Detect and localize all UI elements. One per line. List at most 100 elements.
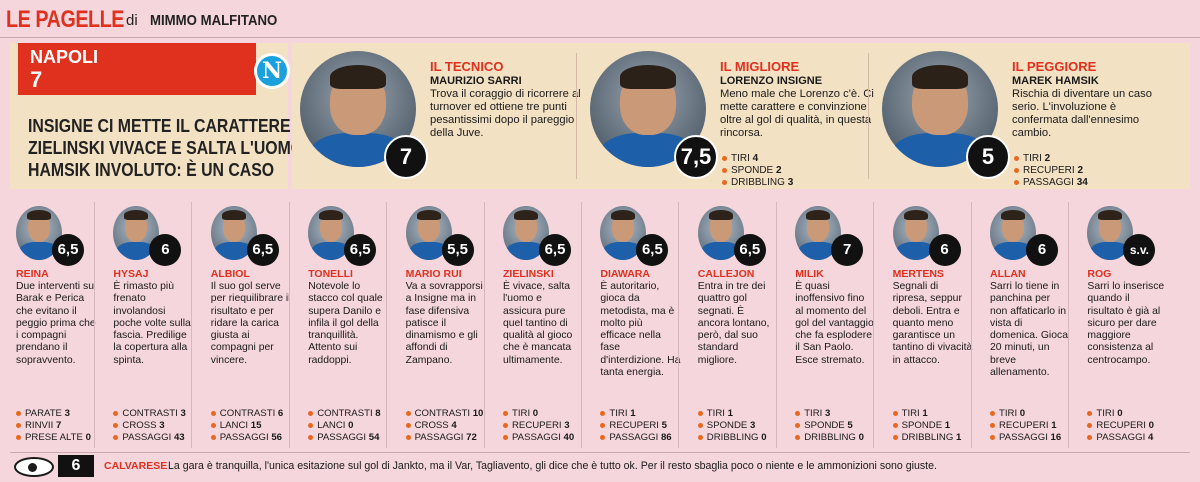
stat-item: PASSAGGI 16 [990,432,1061,444]
stat-label: CROSS [414,420,449,431]
stat-item: TIRI 1 [600,408,671,420]
player-card: 6,5 ZIELINSKI È vivace, salta l'uomo e ass… [493,202,589,450]
stat-value: 1 [922,408,928,419]
player-card: 6,5 ALBIOL Il suo gol serve per riequilibr… [201,202,297,450]
player-photo [113,206,160,260]
stat-value: 16 [1050,432,1062,443]
stat-value: 3 [180,408,186,419]
stat-item: PRESE ALTE 0 [16,432,91,444]
stat-value: 7 [55,420,62,431]
column-divider [1068,202,1069,448]
stat-item: RECUPERI 2 [1014,165,1088,177]
column-divider [970,202,972,448]
portrait-hair [416,210,441,220]
player-card: s.v. ROG Sarri lo inserisce quando il risu… [1077,202,1173,450]
stat-value: 10 [472,408,484,419]
team-vote: 7 [30,67,43,92]
player-name: ROG [1087,268,1112,280]
player-photo [16,206,62,260]
referee-name: CALVARESE [104,460,168,472]
stat-label: CONTRASTI [219,408,276,419]
portrait-body [993,242,1033,260]
player-name: ZIELINSKI [503,268,554,280]
stat-value: 72 [466,432,477,443]
stat-value: 4 [752,153,759,164]
featured-comment: Rischia di diventare un caso serio. L'in… [1012,88,1152,139]
portrait-hair [912,65,968,89]
stat-value: 0 [85,432,91,443]
stat-list: TIRI 0 RECUPERI 3 PASSAGGI 40 [503,408,574,444]
stat-label: DRIBBLING [804,432,856,443]
stat-value: 0 [1117,408,1123,419]
stat-label: RECUPERI [999,420,1049,431]
stat-label: PASSAGGI [999,432,1048,443]
player-comment: È vivace, salta l'uomo e assicura pure q… [503,281,573,366]
stat-label: TIRI [999,408,1018,419]
stat-item: PASSAGGI 72 [405,432,484,444]
stat-list: CONTRASTI 8 LANCI 0 PASSAGGI 54 [308,408,381,444]
player-card: 6,5 TONELLI Notevole lo stacco col quale s… [298,202,394,450]
portrait-body [700,242,741,260]
vote-badge: 7 [384,135,428,179]
column-divider [288,202,290,448]
player-name: CALLEJON [697,268,755,280]
column-divider [873,202,875,448]
stat-value: 1 [1051,420,1057,431]
stat-value: 0 [348,420,354,431]
stat-value: 3 [787,177,794,188]
stat-label: RECUPERI [1096,420,1146,431]
player-card: 7 MILIK È quasi inoffensivo fino al moment… [785,202,881,450]
column-divider [775,202,777,448]
stat-item: PASSAGGI 34 [1014,177,1088,189]
stat-item: SPONDE 2 [722,165,793,177]
player-comment: È quasi inoffensivo fino al momento del … [795,281,874,366]
stat-value: 0 [1019,408,1026,419]
referee-comment: La gara è tranquilla, l'unica esitazione… [168,460,937,472]
vote-badge: 6,5 [246,234,279,266]
stat-value: 0 [858,432,864,443]
referee-bar: 6 CALVARESE La gara è tranquilla, l'unic… [10,452,1190,478]
team-panel: NAPOLI 7 N INSIGNE CI METTE IL CARATTERE… [10,43,303,189]
stat-label: RECUPERI [1023,165,1075,176]
player-name: ALLAN [990,268,1026,280]
player-card: 6,5 CALLEJON Entra in tre dei quattro gol … [688,202,784,450]
stat-value: 1 [630,408,636,419]
stat-label: RINVII [25,420,54,431]
stat-item: TIRI 0 [1087,408,1154,420]
author-name: MIMMO MALFITANO [150,12,278,29]
stat-value: 54 [368,432,380,443]
stat-label: RECUPERI [512,420,562,431]
stat-list: CONTRASTI 3 CROSS 3 PASSAGGI 43 [113,408,186,444]
stat-value: 40 [563,432,575,443]
stat-item: TIRI 4 [722,153,793,165]
stat-value: 1 [955,432,962,443]
stat-list: TIRI 4 SPONDE 2 DRIBBLING 3 [722,153,793,189]
stat-list: TIRI 2 RECUPERI 2 PASSAGGI 34 [1014,153,1088,189]
page-title: LE PAGELLE [6,6,125,33]
player-card: 6,5 REINA Due interventi su Barak e Perica… [6,202,102,450]
stat-list: TIRI 1 RECUPERI 5 PASSAGGI 86 [600,408,672,444]
player-comment: Il suo gol serve per riequilibrare il ri… [210,281,291,366]
stat-value: 3 [750,420,756,431]
featured-comment: Meno male che Lorenzo c'è. Ci mette cara… [720,88,874,139]
portrait-hair [330,65,386,89]
stat-item: PASSAGGI 54 [308,432,380,444]
stat-item: TIRI 3 [795,408,864,420]
player-photo [503,206,549,260]
portrait-hair [1098,210,1123,220]
stat-list: TIRI 0 RECUPERI 0 PASSAGGI 4 [1087,408,1154,444]
column-divider [576,53,577,179]
team-crest-icon: N [254,53,290,89]
stat-label: TIRI [731,153,750,164]
stat-item: CROSS 3 [113,420,185,432]
portrait-hair [806,210,831,220]
portrait-hair [514,210,538,220]
player-card: 6 HYSAJ È rimasto più frenato involandosi … [103,202,199,450]
stat-value: 2 [1044,153,1051,164]
stat-label: TIRI [609,408,628,419]
featured-card: 5 IL PEGGIORE MAREK HAMSIK Rischia di diven… [868,43,1174,189]
portrait-body [213,242,254,260]
player-comment: È rimasto più frenato involandosi poche … [113,281,191,366]
stat-label: PASSAGGI [1096,432,1146,443]
player-name: MARIO RUI [405,268,462,280]
